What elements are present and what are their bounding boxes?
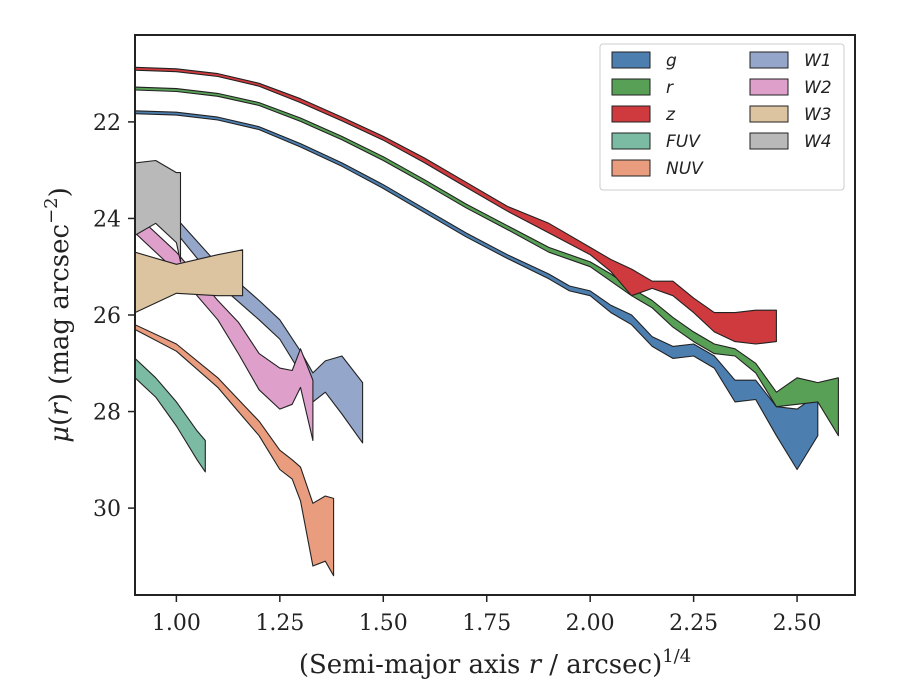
legend-label-w2: W2 (804, 78, 832, 98)
legend-swatch-w4 (749, 132, 789, 150)
x-tick-label: 2.25 (669, 611, 718, 636)
legend-label-g: g (666, 51, 677, 71)
legend: grz FUV NUV W1 W2 W3 W4 (599, 43, 845, 191)
series-band-r (135, 86, 839, 437)
series-band-z (135, 66, 777, 345)
series-band-w2 (135, 213, 314, 442)
legend-swatch-w1 (749, 51, 789, 69)
x-tick-label: 2.50 (773, 611, 822, 636)
legend-label-w4: W4 (804, 132, 832, 152)
legend-swatch-nuv (611, 159, 651, 177)
x-tick-label: 2.00 (566, 611, 615, 636)
legend-swatch-w2 (749, 78, 789, 96)
legend-swatch-g (611, 51, 651, 69)
y-axis-label: μ(r) (mag arcsec−2) (41, 187, 75, 443)
x-tick-label: 1.25 (255, 611, 304, 636)
legend-label-fuv: FUV (666, 132, 701, 152)
legend-swatch-z (611, 105, 651, 123)
x-tick-label: 1.00 (152, 611, 201, 636)
y-tick-label: 30 (93, 497, 121, 522)
x-axis-label: (Semi-major axis r / arcsec)1/4 (299, 646, 691, 680)
y-tick-label: 24 (93, 207, 121, 232)
legend-swatch-w3 (749, 105, 789, 123)
series-band-fuv (135, 357, 206, 473)
legend-label-nuv: NUV (666, 159, 704, 179)
y-tick-label: 22 (93, 111, 121, 136)
x-tick-label: 1.75 (462, 611, 511, 636)
y-tick-label: 28 (93, 401, 121, 426)
legend-label-w3: W3 (804, 105, 832, 125)
legend-label-w1: W1 (804, 51, 832, 71)
legend-swatch-r (611, 78, 651, 96)
legend-label-r: r (666, 78, 674, 98)
x-tick-label: 1.50 (359, 611, 408, 636)
series-band-g (135, 110, 819, 471)
axes: 1.00 1.25 1.50 1.75 2.00 2.25 2.50 22 24 26 28 30 (S… (41, 34, 856, 680)
plot-area (135, 66, 839, 577)
series-band-w4 (135, 159, 182, 263)
legend-label-z: z (665, 105, 676, 125)
legend-swatch-fuv (611, 132, 651, 150)
series-band-nuv (135, 324, 335, 577)
series-band-w3 (135, 249, 244, 314)
y-tick-label: 26 (93, 304, 121, 329)
